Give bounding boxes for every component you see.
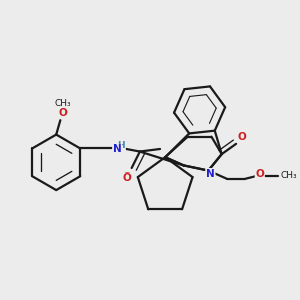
Text: CH₃: CH₃ xyxy=(280,171,297,180)
Text: O: O xyxy=(255,169,264,178)
Text: N: N xyxy=(206,169,215,178)
Text: O: O xyxy=(58,108,67,118)
Text: N: N xyxy=(113,145,122,154)
Text: CH₃: CH₃ xyxy=(54,99,71,108)
Text: O: O xyxy=(238,132,247,142)
Text: O: O xyxy=(122,173,131,183)
Text: N: N xyxy=(113,145,122,154)
Text: N: N xyxy=(206,169,215,178)
Text: O: O xyxy=(122,172,131,182)
Text: O: O xyxy=(238,133,247,143)
Text: O: O xyxy=(58,108,67,118)
Text: H: H xyxy=(118,142,125,151)
Text: H: H xyxy=(118,141,125,150)
Text: O: O xyxy=(255,169,264,178)
